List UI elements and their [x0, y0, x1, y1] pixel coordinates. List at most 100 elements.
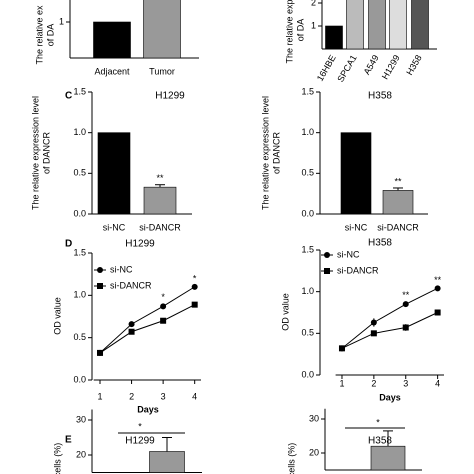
y-axis-label: The relative ex: [34, 5, 44, 65]
bar: [346, 0, 364, 50]
y-tick-label: 1.5: [73, 247, 86, 257]
significance: **: [156, 173, 164, 183]
x-tick-label: A549: [362, 53, 381, 76]
y-tick-label: 0.5: [73, 168, 86, 178]
marker: [370, 330, 377, 337]
y-tick-label: 1: [311, 20, 316, 30]
x-tick-label: Tumor: [149, 66, 175, 76]
x-tick-label: H1299: [380, 53, 402, 81]
marker: [324, 268, 330, 274]
chart-title: H358: [368, 436, 392, 447]
bar: [368, 0, 386, 50]
y-axis-label: of DANCR: [271, 132, 281, 175]
marker: [402, 301, 409, 308]
x-tick-label: 1: [339, 378, 344, 388]
y-tick-label: 1.5: [301, 244, 314, 254]
chart-title: H1299: [155, 91, 185, 102]
y-tick-label: 2: [311, 0, 316, 7]
marker: [191, 283, 198, 290]
x-tick-label: H358: [404, 53, 423, 77]
y-tick-label: 30: [76, 414, 86, 424]
y-tick-label: 1.0: [73, 290, 86, 300]
marker: [338, 345, 345, 352]
bar: [143, 0, 181, 59]
y-tick-label: 0.0: [73, 208, 86, 218]
x-tick-label: 4: [435, 378, 440, 388]
y-axis-label: The relative expression level: [260, 96, 270, 210]
bar: [340, 132, 372, 215]
panel-label: C: [65, 91, 72, 102]
significance: **: [402, 290, 410, 300]
marker: [434, 285, 441, 292]
chart-title: H358: [368, 238, 392, 249]
x-tick-label: 16HBE: [315, 53, 338, 83]
marker: [128, 321, 135, 328]
bar: [370, 445, 406, 471]
y-tick-label: 1.5: [73, 86, 86, 96]
series-line: [341, 312, 438, 349]
legend-label: si-DANCR: [337, 265, 379, 275]
y-tick-label: 0.0: [301, 369, 314, 379]
x-tick-label: 2: [129, 391, 134, 401]
marker: [434, 309, 441, 316]
y-tick-label: 0.0: [73, 374, 86, 384]
bar: [93, 21, 131, 59]
y-axis-label: cells (%): [286, 443, 296, 474]
legend-label: si-NC: [337, 249, 360, 259]
marker: [97, 283, 103, 289]
significance: *: [193, 274, 197, 284]
significance: **: [394, 176, 402, 186]
marker: [128, 328, 135, 335]
y-tick-label: 30: [309, 413, 319, 423]
bar: [382, 190, 414, 215]
y-tick-label: 1.0: [301, 127, 314, 137]
x-axis-label: Days: [137, 404, 159, 414]
y-tick-label: 0.0: [301, 208, 314, 218]
significance: **: [434, 275, 442, 285]
y-tick-label: 0.5: [301, 168, 314, 178]
y-axis-label: OD value: [280, 293, 290, 331]
y-tick-label: 0.5: [301, 328, 314, 338]
marker: [160, 317, 167, 324]
x-axis-label: Days: [379, 392, 401, 402]
series-line: [99, 304, 195, 354]
chart-title: H358: [368, 91, 392, 102]
y-tick-label: 1: [59, 16, 64, 26]
x-tick-label: Adjacent: [94, 66, 130, 76]
marker: [402, 324, 409, 331]
annotation: *: [138, 421, 142, 431]
y-tick-label: 1.5: [301, 86, 314, 96]
y-axis-label: The relative expr: [284, 0, 294, 64]
x-tick-label: 3: [161, 391, 166, 401]
x-tick-label: 4: [192, 391, 197, 401]
x-tick-label: si-DANCR: [377, 222, 419, 232]
y-axis-label: OD value: [52, 297, 62, 335]
bar: [411, 0, 429, 50]
y-axis-label: cells (%): [52, 443, 62, 474]
y-tick-label: 1.0: [73, 127, 86, 137]
x-tick-label: 1: [98, 391, 103, 401]
panel-label: D: [65, 239, 72, 250]
x-tick-label: si-DANCR: [139, 222, 181, 232]
series-line: [341, 287, 438, 349]
x-tick-label: 2: [371, 378, 376, 388]
marker: [191, 301, 198, 308]
chart-title: H1299: [125, 436, 155, 447]
y-axis-label: The relative expression level: [30, 96, 40, 210]
y-axis-label: of DANCR: [41, 132, 51, 175]
marker: [160, 303, 167, 310]
significance: *: [161, 292, 165, 302]
y-axis-label: of DA: [295, 19, 305, 42]
bar: [389, 0, 407, 50]
x-tick-label: 3: [403, 378, 408, 388]
annotation: *: [376, 417, 380, 427]
bar: [143, 186, 177, 215]
y-axis-label: of DA: [45, 24, 55, 47]
bar: [325, 25, 343, 50]
marker: [370, 319, 377, 326]
chart-title: H1299: [125, 239, 155, 250]
bar: [149, 451, 185, 473]
bar: [97, 132, 131, 215]
